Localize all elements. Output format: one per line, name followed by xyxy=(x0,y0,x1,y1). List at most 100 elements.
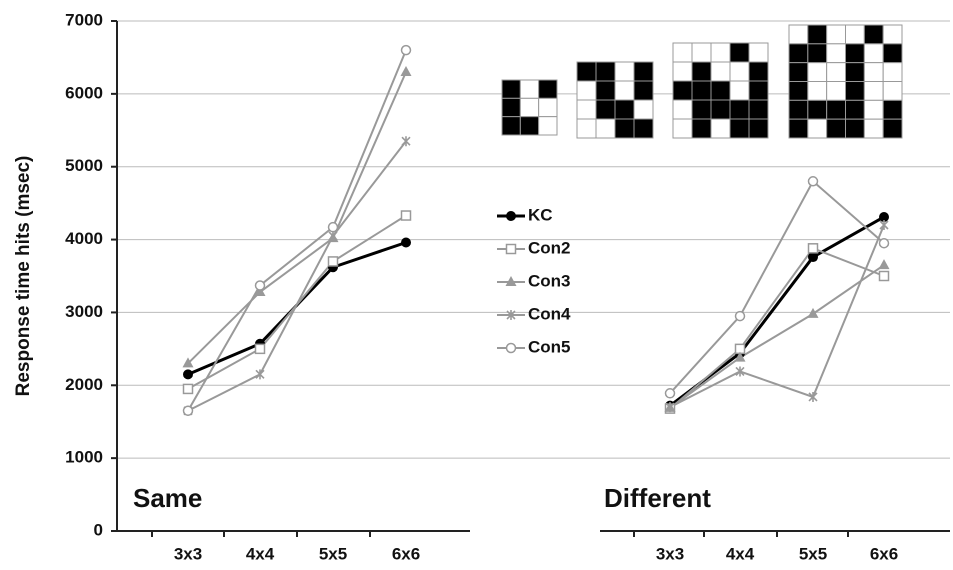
pattern-cell xyxy=(788,43,809,64)
marker xyxy=(401,237,411,248)
y-tick-label: 6000 xyxy=(65,83,103,102)
series-line xyxy=(669,179,885,394)
legend-label: KC xyxy=(528,205,553,224)
pattern-cell xyxy=(748,42,769,63)
pattern-cell xyxy=(519,97,540,118)
pattern-cell xyxy=(672,42,693,63)
pattern-cell xyxy=(845,81,865,101)
pattern-cell xyxy=(710,99,731,120)
pattern-cell xyxy=(519,116,540,136)
marker xyxy=(807,307,819,318)
x-tick-label: 6x6 xyxy=(870,544,898,563)
x-tick-label: 6x6 xyxy=(392,544,420,563)
pattern-cell xyxy=(863,62,884,83)
pattern-cell xyxy=(748,80,769,101)
pattern-cell xyxy=(863,43,884,64)
y-tick-label: 4000 xyxy=(65,229,103,248)
marker xyxy=(808,391,818,402)
pattern-cell xyxy=(748,61,769,82)
pattern-cell xyxy=(691,61,712,82)
pattern-cell xyxy=(595,118,616,139)
pattern-cell xyxy=(501,79,521,99)
marker xyxy=(664,388,676,399)
marker xyxy=(879,220,889,230)
pattern-cell xyxy=(633,80,654,101)
marker xyxy=(254,286,266,297)
x-tick-label: 4x4 xyxy=(246,544,275,563)
y-tick-label: 2000 xyxy=(65,375,103,394)
marker xyxy=(401,136,411,147)
pattern-cell xyxy=(807,81,828,101)
marker xyxy=(328,230,338,241)
marker xyxy=(808,252,818,263)
marker xyxy=(734,310,746,322)
x-tick-label: 5x5 xyxy=(319,544,347,563)
marker xyxy=(182,357,194,368)
pattern-cell xyxy=(729,42,750,63)
marker xyxy=(254,280,266,291)
pattern-cell xyxy=(691,99,712,120)
panel-title: Same xyxy=(133,483,202,513)
y-tick-label: 0 xyxy=(94,520,103,539)
pattern-cell xyxy=(691,42,712,63)
pattern-cell xyxy=(863,99,884,120)
y-tick-label: 3000 xyxy=(65,302,103,321)
marker xyxy=(807,243,819,254)
pattern-cell xyxy=(845,24,865,45)
legend-label: Con4 xyxy=(528,304,571,323)
pattern-cell xyxy=(672,99,693,120)
pattern-cell xyxy=(882,62,903,83)
marker xyxy=(182,405,194,417)
pattern-cell xyxy=(710,42,731,63)
x-tick-label: 4x4 xyxy=(726,544,755,563)
pattern-cell xyxy=(614,118,635,139)
marker xyxy=(878,270,890,282)
marker xyxy=(734,351,746,362)
pattern-cell xyxy=(788,81,809,101)
marker xyxy=(735,366,745,377)
pattern-cell xyxy=(826,81,847,101)
marker xyxy=(879,211,889,222)
pattern-cell xyxy=(807,99,828,120)
pattern-cell xyxy=(519,79,540,99)
pattern-cell xyxy=(633,118,654,139)
legend-label: Con3 xyxy=(528,271,571,290)
x-tick-label: 3x3 xyxy=(656,544,684,563)
pattern-cell xyxy=(788,62,809,83)
pattern-cell xyxy=(691,118,712,139)
legend-label: Con2 xyxy=(528,238,571,257)
pattern-cell xyxy=(826,99,847,120)
marker xyxy=(400,66,412,76)
marker xyxy=(506,211,516,221)
marker xyxy=(807,176,819,187)
pattern-cell xyxy=(614,99,635,120)
pattern-cell xyxy=(863,118,884,139)
pattern-cell xyxy=(845,43,865,64)
pattern-cell xyxy=(710,80,731,101)
pattern-cell xyxy=(710,118,731,139)
marker xyxy=(327,221,339,233)
pattern-cell xyxy=(826,24,847,45)
marker xyxy=(400,44,412,56)
y-tick-label: 1000 xyxy=(65,448,103,467)
pattern-cell xyxy=(788,24,809,45)
pattern-cell xyxy=(788,118,809,139)
marker xyxy=(327,256,339,267)
pattern-cell xyxy=(788,99,809,120)
pattern-cell xyxy=(672,118,693,139)
pattern-cell xyxy=(826,118,847,139)
pattern-cell xyxy=(633,99,654,120)
pattern-cell xyxy=(807,118,828,139)
pattern-cell xyxy=(882,99,903,120)
pattern-cell xyxy=(748,99,769,120)
series-line xyxy=(669,247,885,410)
pattern-cell xyxy=(882,118,903,139)
y-tick-label: 7000 xyxy=(65,10,103,29)
pattern-cell xyxy=(595,99,616,120)
series-line xyxy=(187,140,407,412)
pattern-cell xyxy=(501,116,521,136)
pattern-cell xyxy=(882,81,903,101)
marker xyxy=(255,369,265,380)
marker xyxy=(182,383,194,395)
